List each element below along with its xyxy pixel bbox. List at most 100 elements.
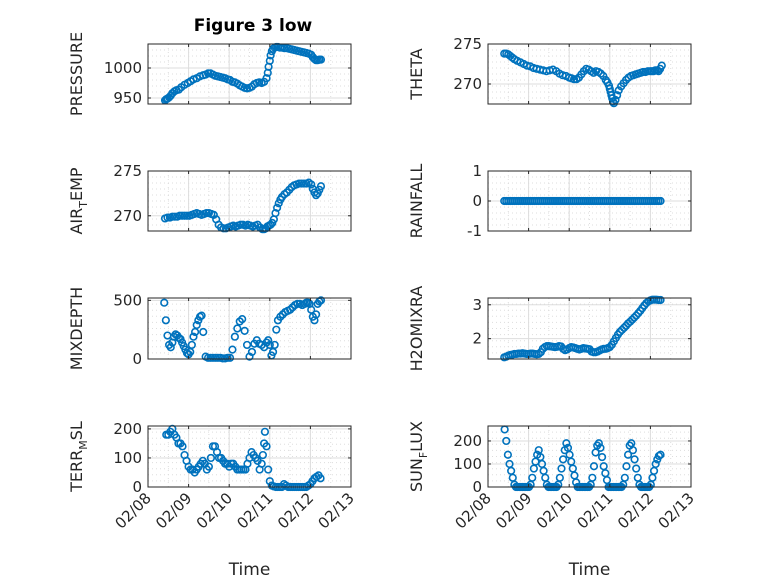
data-point: [168, 212, 177, 221]
subplot-6: 2 3 H2OMIXRA: [407, 286, 692, 372]
y-tick-label: 0: [472, 192, 482, 210]
data-point: [528, 473, 537, 482]
data-point: [233, 324, 242, 333]
data-point: [206, 453, 216, 463]
plot-area: [148, 44, 351, 104]
data-point: [189, 332, 198, 341]
data-point: [628, 315, 637, 324]
x-tick-label: 02/11: [233, 489, 276, 532]
y-tick-label: 1000: [104, 59, 142, 77]
data-point: [266, 51, 275, 60]
data-point: [273, 203, 282, 212]
data-point: [589, 462, 599, 471]
data-series: [162, 424, 325, 492]
y-axis-label: SUNFLUX: [407, 421, 430, 492]
data-point: [260, 427, 270, 436]
data-series: [500, 295, 665, 362]
x-axis-label: Time: [568, 560, 611, 580]
y-tick-label: 500: [113, 291, 142, 309]
axes-box: [147, 297, 352, 360]
data-point: [270, 340, 279, 350]
data-point: [262, 74, 271, 83]
y-tick-label: 0: [132, 350, 142, 368]
data-point: [228, 345, 237, 354]
data-point: [534, 349, 543, 359]
y-axis-label-main: SUN: [407, 458, 426, 492]
data-point: [316, 296, 326, 305]
y-axis-label-main: H2OMIXRA: [407, 286, 426, 372]
data-point: [257, 459, 266, 468]
y-tick-label: 100: [113, 449, 142, 467]
data-point: [597, 452, 607, 462]
data-point: [656, 196, 665, 206]
y-axis-label-tail: EMP: [67, 167, 86, 201]
data-point: [311, 310, 321, 319]
data-point: [630, 455, 639, 464]
data-point: [619, 323, 629, 332]
y-axis-label-main: THETA: [407, 48, 426, 100]
x-tick-label: 02/10: [193, 489, 236, 532]
data-point: [178, 442, 187, 451]
axes-box: [487, 43, 692, 105]
data-point: [622, 462, 631, 471]
data-series: [500, 49, 666, 108]
data-point: [192, 320, 201, 330]
data-point: [594, 439, 603, 448]
y-tick-label: 0: [132, 478, 142, 496]
data-point: [264, 465, 273, 474]
data-point: [265, 56, 274, 65]
data-point: [651, 459, 660, 469]
y-axis-label-subscript: M: [77, 440, 90, 450]
y-tick-label: 275: [453, 35, 482, 53]
data-point: [620, 473, 629, 482]
y-tick-label: 0: [472, 478, 482, 496]
axes-box: [147, 43, 352, 105]
data-point: [160, 298, 169, 307]
data-point: [656, 295, 665, 305]
data-point: [240, 326, 249, 335]
data-point: [265, 340, 274, 350]
data-point: [271, 208, 280, 218]
y-axis-label: THETA: [407, 48, 426, 100]
data-point: [562, 439, 571, 448]
axes-box: [147, 425, 352, 488]
data-point: [625, 317, 635, 326]
y-axis-label-main: PRESSURE: [67, 32, 86, 116]
data-point: [623, 450, 633, 459]
figure-title: Figure 3 low: [194, 16, 313, 36]
data-point: [503, 450, 512, 459]
x-tick-label: 02/13: [655, 489, 698, 532]
subplot-3: 270 275 AIRTEMP: [67, 162, 352, 235]
y-axis-label: MIXDEPTH: [67, 287, 86, 370]
data-point: [569, 75, 579, 84]
subplot-4: -1 0 1 RAINFALL: [407, 162, 692, 240]
y-axis-label-tail: LUX: [407, 421, 426, 452]
y-tick-label: 1: [472, 162, 482, 180]
data-point: [264, 336, 273, 345]
data-point: [166, 343, 175, 352]
data-point: [316, 182, 326, 191]
y-axis-label: TERRMSL: [67, 421, 90, 493]
y-axis-label: H2OMIXRA: [407, 286, 426, 372]
data-point: [202, 208, 211, 218]
y-axis-label-main: AIR: [67, 208, 86, 235]
data-point: [180, 211, 189, 220]
data-point: [272, 325, 281, 334]
data-point: [316, 55, 326, 64]
subplot-8: 010020002/0802/0902/1002/1102/1202/13SUN…: [407, 421, 698, 580]
y-tick-label: 275: [113, 162, 142, 180]
data-series: [500, 196, 665, 206]
data-point: [613, 91, 622, 100]
axes-box: [487, 425, 692, 488]
y-tick-label: 100: [453, 455, 482, 473]
x-tick-label: 02/12: [614, 489, 657, 532]
data-point: [258, 450, 268, 460]
data-point: [559, 455, 568, 464]
data-point: [611, 95, 620, 105]
x-tick-label: 02/12: [274, 489, 317, 532]
grid-lines: [488, 426, 691, 487]
data-point: [656, 450, 665, 459]
y-axis-label: AIRTEMP: [67, 167, 90, 234]
data-series: [160, 42, 326, 105]
